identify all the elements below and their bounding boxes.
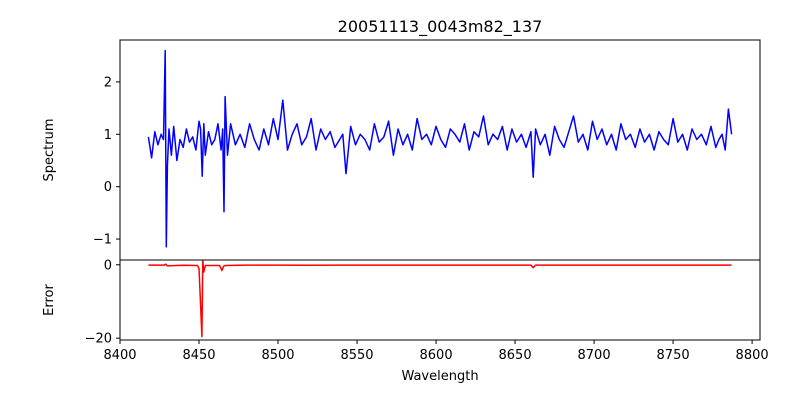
x-tick-label: 8400 [103,348,136,363]
spectrum-y-ticks: −1 0 1 2 [93,75,120,248]
spectrum-axes-frame [119,39,761,261]
chart-title: 20051113_0043m82_137 [338,17,543,37]
error-series-line [148,259,732,338]
spectrum-y-tick-label: −1 [93,233,112,248]
x-tick-label: 8750 [657,348,690,363]
spectrum-y-tick-label: 2 [104,75,112,90]
x-tick-label: 8550 [340,348,373,363]
error-x-ticks: 8400 8450 8500 8550 8600 8650 8700 8750 8800 [103,340,769,363]
spectrum-series-line [147,49,733,248]
spectrum-y-axis-label: Spectrum [42,119,57,182]
x-tick-label: 8450 [182,348,215,363]
spectrum-y-tick-label: 1 [104,128,112,143]
error-y-ticks: −20 0 [85,258,120,347]
x-tick-label: 8800 [736,348,769,363]
x-tick-label: 8700 [578,348,611,363]
error-y-axis-label: Error [42,284,57,316]
error-y-tick-label: −20 [85,332,112,347]
x-tick-label: 8500 [261,348,294,363]
spectrum-y-tick-label: 0 [104,180,112,195]
error-axes-frame [119,259,761,341]
error-y-tick-label: 0 [104,258,112,273]
spectrum-panel: −1 0 1 2 Spectrum [42,39,761,261]
error-panel: −20 0 8400 8450 8500 8550 8600 8650 8700 8750 880… [42,258,769,384]
x-tick-label: 8650 [499,348,532,363]
x-axis-label: Wavelength [401,369,478,384]
x-tick-label: 8600 [420,348,453,363]
